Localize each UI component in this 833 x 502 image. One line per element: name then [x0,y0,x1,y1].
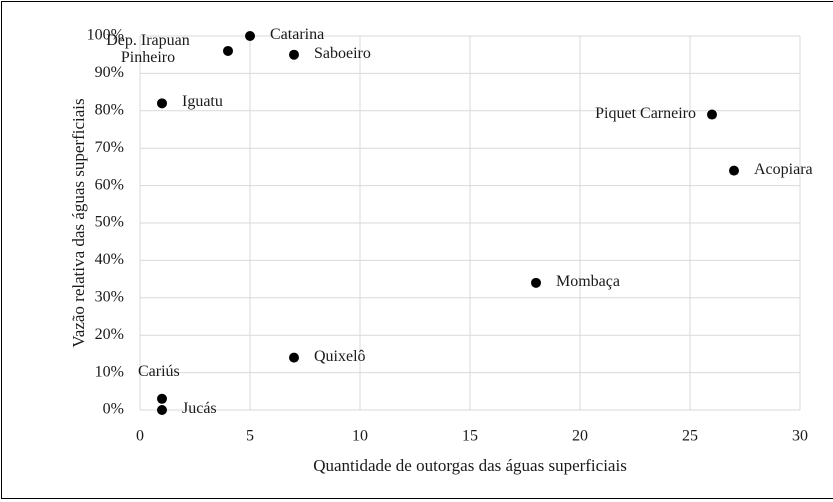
point [157,405,167,415]
y-tick-label: 10% [95,363,124,380]
y-tick-label: 50% [95,214,124,231]
point-label: Jucás [182,400,217,417]
x-tick-label: 15 [462,428,478,445]
point-label: Cariús [138,362,180,380]
x-tick-label: 30 [792,428,808,445]
x-tick-label: 10 [352,428,368,445]
point [707,109,717,120]
y-tick-label: 0% [103,401,124,418]
point [223,45,233,56]
point [289,352,299,363]
point-label: Piquet Carneiro [595,104,696,122]
x-tick-label: 0 [136,428,144,445]
point [157,98,167,109]
point [531,277,541,288]
x-axis-label: Quantidade de outorgas das águas superfi… [313,456,627,475]
point-label: Mombaça [556,272,620,290]
point-label: Quixelô [314,347,366,365]
point [245,31,255,41]
point [289,49,299,60]
point [729,165,739,176]
point-label: Saboeiro [314,44,371,62]
y-tick-label: 70% [95,139,124,156]
y-tick-label: 80% [95,101,124,118]
point [157,393,167,404]
y-tick-label: 90% [95,64,124,81]
x-tick-label: 5 [246,428,254,445]
y-tick-label: 20% [95,326,124,343]
point-label: Acopiara [754,160,813,178]
y-tick-label: 40% [95,251,124,268]
point-label: Iguatu [182,93,223,111]
y-tick-label: 30% [95,288,124,305]
point-label: Catarina [270,26,325,43]
x-tick-label: 25 [682,428,698,445]
point-label: Dep. Irapuan Pinheiro [106,31,190,66]
y-tick-label: 100% [87,27,124,44]
y-axis-label: Vazão relativa das águas superficiais [69,98,88,347]
y-tick-label: 60% [95,176,124,193]
x-tick-label: 20 [572,428,588,445]
